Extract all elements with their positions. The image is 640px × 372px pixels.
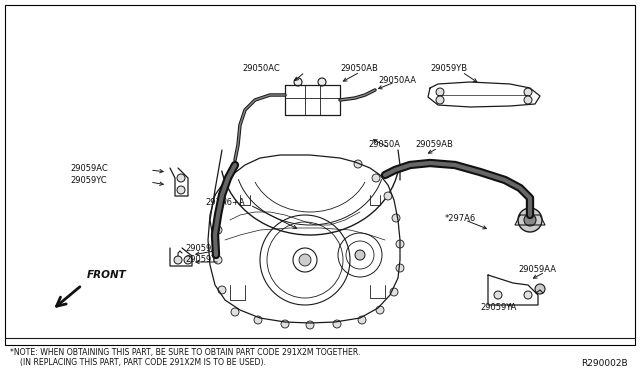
Text: *297A6: *297A6	[445, 214, 476, 222]
Text: 29050AA: 29050AA	[378, 76, 416, 84]
Circle shape	[535, 284, 545, 294]
Circle shape	[390, 288, 398, 296]
Circle shape	[354, 160, 362, 168]
Circle shape	[392, 214, 400, 222]
Circle shape	[214, 256, 222, 264]
Text: 29059AB: 29059AB	[415, 140, 453, 148]
Circle shape	[524, 96, 532, 104]
Circle shape	[436, 96, 444, 104]
Circle shape	[218, 286, 226, 294]
Circle shape	[372, 174, 380, 182]
Circle shape	[174, 256, 182, 264]
Text: 29059AC: 29059AC	[70, 164, 108, 173]
Circle shape	[524, 291, 532, 299]
Text: 29050AC: 29050AC	[243, 64, 280, 73]
Circle shape	[177, 174, 185, 182]
Text: 29059YA: 29059YA	[480, 304, 516, 312]
Circle shape	[355, 250, 365, 260]
Circle shape	[524, 88, 532, 96]
Text: 29059Y: 29059Y	[185, 256, 216, 264]
Text: 297A6+A: 297A6+A	[205, 198, 244, 206]
Circle shape	[184, 256, 192, 264]
Circle shape	[376, 306, 384, 314]
Text: 29059YC: 29059YC	[70, 176, 107, 185]
Text: 29059YB: 29059YB	[430, 64, 467, 73]
Circle shape	[318, 78, 326, 86]
Text: 29050A: 29050A	[368, 140, 400, 148]
Text: 29059A: 29059A	[185, 244, 217, 253]
Circle shape	[281, 320, 289, 328]
Circle shape	[384, 192, 392, 200]
Circle shape	[306, 321, 314, 329]
Circle shape	[524, 214, 536, 226]
Text: 29059AA: 29059AA	[518, 266, 556, 275]
Text: (IN REPLACING THIS PART, PART CODE 291X2M IS TO BE USED).: (IN REPLACING THIS PART, PART CODE 291X2…	[10, 358, 266, 367]
Circle shape	[333, 320, 341, 328]
Text: 29050AB: 29050AB	[340, 64, 378, 73]
Circle shape	[396, 264, 404, 272]
Circle shape	[396, 240, 404, 248]
Circle shape	[294, 78, 302, 86]
Circle shape	[254, 316, 262, 324]
Circle shape	[177, 186, 185, 194]
Text: *NOTE: WHEN OBTAINING THIS PART, BE SURE TO OBTAIN PART CODE 291X2M TOGETHER.: *NOTE: WHEN OBTAINING THIS PART, BE SURE…	[10, 348, 360, 357]
Circle shape	[231, 308, 239, 316]
Circle shape	[358, 316, 366, 324]
Circle shape	[218, 196, 226, 204]
Circle shape	[299, 254, 311, 266]
Circle shape	[436, 88, 444, 96]
Circle shape	[518, 208, 542, 232]
Circle shape	[214, 226, 222, 234]
Circle shape	[494, 291, 502, 299]
Text: FRONT: FRONT	[87, 270, 127, 280]
Text: R290002B: R290002B	[581, 359, 628, 368]
